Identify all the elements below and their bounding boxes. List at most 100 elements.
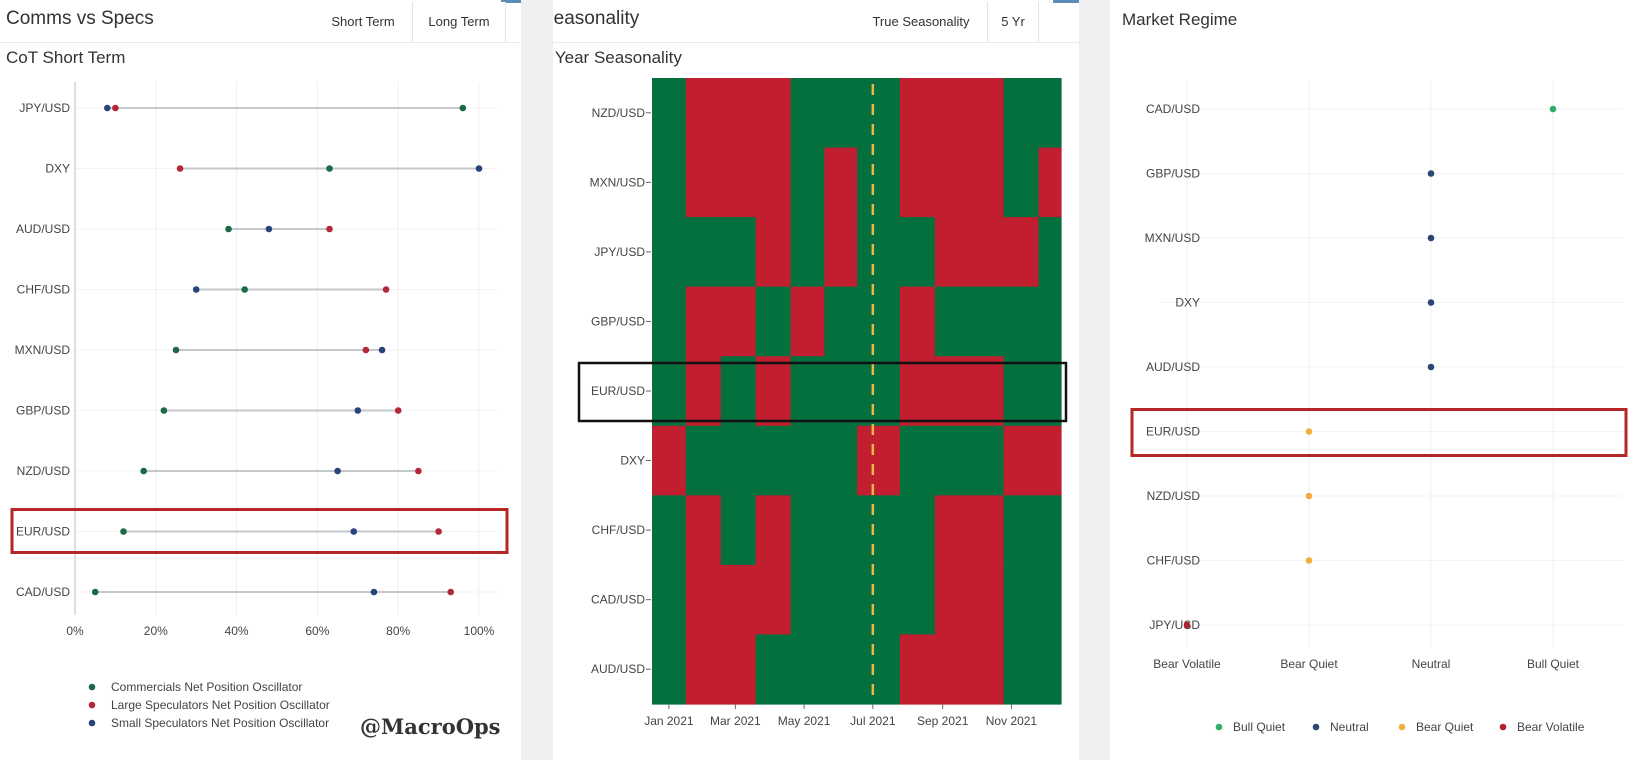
heat-cell-aud-usd xyxy=(652,634,687,705)
y-tick-label: AUD/USD xyxy=(591,662,645,676)
heat-cell-dxy xyxy=(1003,425,1062,496)
heat-cell-chf-usd xyxy=(720,495,757,566)
y-tick-label: NZD/USD xyxy=(592,106,646,120)
seasonality-panel-title: Seasonality xyxy=(553,8,640,29)
x-tick-label: 20% xyxy=(144,624,168,638)
point-commercials-net-dxy xyxy=(326,165,333,172)
x-tick-label: Bull Quiet xyxy=(1527,657,1580,671)
regime-panel-title: Market Regime xyxy=(1122,10,1238,29)
cot-panel-title: Comms vs Specs xyxy=(6,8,154,29)
point-eur-usd xyxy=(1305,428,1313,435)
seasonality-chart-title: 5 Year Seasonality xyxy=(553,48,682,67)
heat-cell-nzd-usd xyxy=(1003,78,1062,149)
y-tick-label: GBP/USD xyxy=(591,314,645,328)
legend-label: Small Speculators Net Position Oscillato… xyxy=(111,716,329,730)
x-tick-label: Bear Quiet xyxy=(1280,657,1338,671)
point-large-speculators-aud-usd xyxy=(326,225,333,233)
point-large-speculators-dxy xyxy=(176,165,184,172)
heat-cell-gbp-usd xyxy=(652,286,687,357)
point-dxy xyxy=(1427,299,1435,306)
x-tick-label: 0% xyxy=(66,624,84,638)
point-large-speculators-gbp-usd xyxy=(394,407,402,414)
legend-marker xyxy=(1215,723,1223,731)
y-tick-label: CHF/USD xyxy=(592,523,646,537)
heat-cell-mxn-usd xyxy=(1003,147,1040,218)
tab-5-yr[interactable]: 5 Yr xyxy=(987,2,1039,42)
y-tick-label: AUD/USD xyxy=(16,222,70,236)
seasonality-panel: Seasonality True Seasonality 5 Yr 5 Year… xyxy=(553,0,1079,760)
watermark: @MacroOps xyxy=(360,714,501,739)
y-tick-label: DXY xyxy=(45,162,70,176)
heat-cell-gbp-usd xyxy=(685,286,757,357)
point-small-speculators-jpy-usd xyxy=(104,104,111,112)
y-tick-label: CHF/USD xyxy=(1147,554,1201,568)
heat-cell-eur-usd xyxy=(720,356,757,427)
heat-cell-cad-usd xyxy=(685,564,792,636)
heat-cell-jpy-usd xyxy=(1038,217,1062,288)
point-small-speculators-aud-usd xyxy=(265,225,273,233)
heat-cell-nzd-usd xyxy=(685,78,792,149)
heat-cell-jpy-usd xyxy=(824,217,858,288)
point-commercials-net-eur-usd xyxy=(120,528,127,535)
point-small-speculators-chf-usd xyxy=(192,286,200,293)
point-cad-usd xyxy=(1549,105,1557,113)
x-tick-label: Bear Volatile xyxy=(1153,657,1221,671)
tab-long-term[interactable]: Long Term xyxy=(412,2,506,42)
heat-cell-mxn-usd xyxy=(1038,147,1062,218)
heat-cell-dxy xyxy=(857,425,901,496)
legend-label: Large Speculators Net Position Oscillato… xyxy=(111,698,330,712)
panel-accent-bar xyxy=(1053,0,1079,3)
heat-cell-cad-usd xyxy=(790,564,936,636)
heat-cell-dxy xyxy=(685,425,858,496)
highlight-box xyxy=(10,508,509,554)
tab-true-seasonality[interactable]: True Seasonality xyxy=(872,14,970,29)
point-small-speculators-eur-usd xyxy=(350,528,358,535)
y-tick-label: DXY xyxy=(620,454,645,468)
heat-cell-mxn-usd xyxy=(685,147,792,218)
cot-panel: Comms vs Specs Short Term Long Term CoT … xyxy=(0,0,521,760)
y-tick-label: CAD/USD xyxy=(16,585,70,599)
heat-cell-eur-usd xyxy=(1003,356,1062,427)
y-tick-label: AUD/USD xyxy=(1146,360,1200,374)
heat-cell-mxn-usd xyxy=(824,147,858,218)
heat-cell-gbp-usd xyxy=(899,286,936,357)
point-small-speculators-cad-usd xyxy=(370,588,378,596)
legend-label: Commercials Net Position Oscillator xyxy=(111,680,302,694)
heat-cell-chf-usd xyxy=(790,495,936,566)
point-large-speculators-chf-usd xyxy=(382,286,390,293)
heat-cell-eur-usd xyxy=(755,356,792,427)
y-tick-label: JPY/USD xyxy=(594,245,645,259)
heat-cell-mxn-usd xyxy=(790,147,825,218)
point-gbp-usd xyxy=(1427,170,1435,177)
legend-marker xyxy=(1499,723,1507,731)
point-small-speculators-mxn-usd xyxy=(378,346,386,354)
regime-scatter-chart: Bear Volatile Bear Quiet Neutral Bull Quiet… xyxy=(1130,80,1628,734)
point-chf-usd xyxy=(1305,557,1313,564)
x-tick-label: 80% xyxy=(386,624,410,638)
point-commercials-net-aud-usd xyxy=(225,225,232,233)
point-large-speculators-cad-usd xyxy=(447,588,455,596)
legend-label: Bear Quiet xyxy=(1416,720,1474,734)
heat-cell-gbp-usd xyxy=(934,286,1062,357)
heat-cell-chf-usd xyxy=(755,495,792,566)
x-tick-label: 40% xyxy=(225,624,249,638)
y-tick-label: NZD/USD xyxy=(17,464,71,478)
tab-short-term[interactable]: Short Term xyxy=(331,14,395,29)
heat-cell-chf-usd xyxy=(685,495,722,566)
x-tick-label: Nov 2021 xyxy=(986,714,1038,728)
heat-cell-chf-usd xyxy=(934,495,1005,566)
regime-panel: Market Regime Bear Volatile Bear Quiet Neu… xyxy=(1110,0,1630,760)
point-commercials-net-jpy-usd xyxy=(459,104,467,112)
cot-chart-title: CoT Short Term xyxy=(6,48,126,67)
y-tick-label: JPY/USD xyxy=(19,101,70,115)
point-commercials-net-gbp-usd xyxy=(160,407,168,414)
point-aud-usd xyxy=(1427,363,1435,371)
heat-cell-gbp-usd xyxy=(824,286,901,357)
x-tick-label: Jan 2021 xyxy=(644,714,694,728)
x-tick-label: 60% xyxy=(305,624,329,638)
heat-cell-aud-usd xyxy=(899,634,1005,705)
heat-cell-gbp-usd xyxy=(755,286,792,357)
point-large-speculators-jpy-usd xyxy=(112,104,119,112)
y-tick-label: CAD/USD xyxy=(1146,102,1200,116)
point-commercials-net-cad-usd xyxy=(91,588,99,596)
